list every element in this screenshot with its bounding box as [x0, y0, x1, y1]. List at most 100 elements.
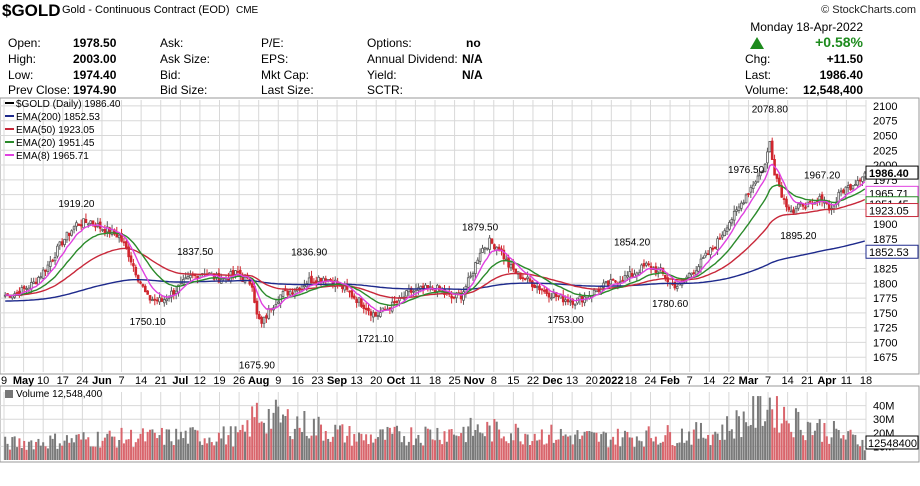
volume-bar — [633, 447, 636, 460]
date-tick-label: 18 — [429, 375, 441, 387]
volume-bar — [709, 445, 712, 460]
candle-body — [274, 304, 278, 308]
volume-bar — [137, 438, 140, 460]
volume-bar — [498, 429, 501, 460]
chart-header: $GOLD Gold - Continuous Contract (EOD) C… — [0, 0, 920, 20]
candle-body — [70, 230, 73, 236]
volume-bar — [68, 442, 71, 460]
volume-bar — [208, 437, 211, 460]
candle-body — [523, 278, 527, 281]
volume-bar — [346, 435, 349, 460]
candle-body — [770, 140, 774, 160]
volume-bar — [842, 435, 845, 460]
candle-body — [428, 286, 432, 288]
volume-bar — [609, 439, 612, 460]
candle-body — [469, 275, 472, 278]
volume-bar — [559, 428, 562, 460]
volume-bar — [794, 408, 797, 460]
open-value: 1978.50 — [73, 36, 117, 50]
volume-bar — [780, 423, 783, 460]
candle-body — [471, 273, 475, 277]
volume-bar — [749, 424, 752, 460]
date-tick-label: 7 — [118, 375, 124, 387]
candle-body — [488, 237, 491, 250]
volume-bar — [616, 428, 619, 460]
date-tick-label: 8 — [491, 375, 497, 387]
candle-body — [804, 206, 807, 209]
legend-label: EMA(50) 1923.05 — [16, 125, 95, 136]
date-tick-label: 10 — [37, 375, 49, 387]
volume-bar — [585, 431, 588, 460]
candle-body — [22, 286, 26, 289]
candle-body — [706, 253, 710, 256]
candle-body — [165, 298, 168, 302]
candle-body — [775, 173, 779, 179]
value-box — [865, 165, 919, 180]
candle-body — [768, 141, 772, 153]
candle-body — [362, 304, 366, 309]
date-tick-label: 7 — [765, 375, 771, 387]
volume-bar — [103, 437, 106, 460]
volume-bar — [623, 430, 626, 460]
volume-bar — [737, 416, 740, 460]
candle-body — [521, 277, 525, 280]
candle-body — [547, 292, 551, 298]
candle-body — [379, 312, 382, 317]
candle-body — [60, 241, 64, 246]
volume-bar — [236, 432, 239, 460]
volume-bar — [331, 436, 334, 460]
candle-body — [737, 206, 741, 211]
volume-bar — [806, 421, 809, 460]
volume-bar — [32, 449, 35, 460]
volume-bar — [58, 443, 61, 460]
candle-body — [713, 246, 717, 249]
candle-body — [595, 290, 598, 293]
volume-bar — [761, 425, 764, 460]
volume-bar — [350, 445, 353, 460]
volume-bar — [490, 441, 493, 460]
annual-dividend-label: Annual Dividend: — [367, 52, 458, 66]
volume-bar — [379, 429, 382, 460]
volume-value: 12,548,400 — [802, 83, 863, 97]
volume-bar — [384, 439, 387, 460]
candle-body — [832, 205, 836, 210]
symbol-title: $GOLD — [2, 1, 61, 20]
volume-bar — [293, 428, 296, 460]
date-tick-label: 25 — [448, 375, 460, 387]
candle-body — [32, 281, 35, 284]
volume-bar — [545, 443, 548, 460]
volume-bar — [593, 432, 596, 460]
price-annotation: 2078.80 — [752, 104, 789, 115]
candle-body — [281, 291, 285, 297]
volume-bar — [531, 441, 534, 460]
volume-bar — [566, 436, 569, 460]
volume-bar — [170, 441, 173, 460]
candle-body — [127, 246, 130, 258]
candle-body — [364, 307, 368, 310]
prevclose-value: 1974.90 — [73, 83, 117, 97]
volume-bar — [543, 444, 546, 460]
volume-bar — [486, 421, 489, 460]
candle-body — [709, 247, 712, 256]
volume-bar — [203, 438, 206, 460]
price-tick-label: 1900 — [873, 219, 897, 231]
volume-bar — [253, 417, 256, 460]
candle-body — [25, 288, 28, 290]
value-box-label: 1852.53 — [869, 247, 909, 259]
volume-bar — [457, 436, 460, 460]
candle-body — [552, 292, 556, 298]
volume-bar — [35, 441, 38, 460]
volume-bar — [282, 414, 285, 460]
candle-body — [797, 203, 800, 209]
volume-bar — [514, 423, 517, 460]
candle-body — [851, 185, 855, 190]
candle-body — [702, 257, 705, 259]
volume-bar — [30, 440, 33, 460]
candle-body — [778, 177, 781, 187]
volume-bar — [258, 422, 261, 460]
volume-bar — [360, 433, 363, 460]
price-annotation: 1895.20 — [780, 231, 817, 242]
volume-bar — [415, 438, 418, 460]
volume-bar — [127, 439, 130, 460]
up-arrow-icon — [750, 37, 764, 49]
